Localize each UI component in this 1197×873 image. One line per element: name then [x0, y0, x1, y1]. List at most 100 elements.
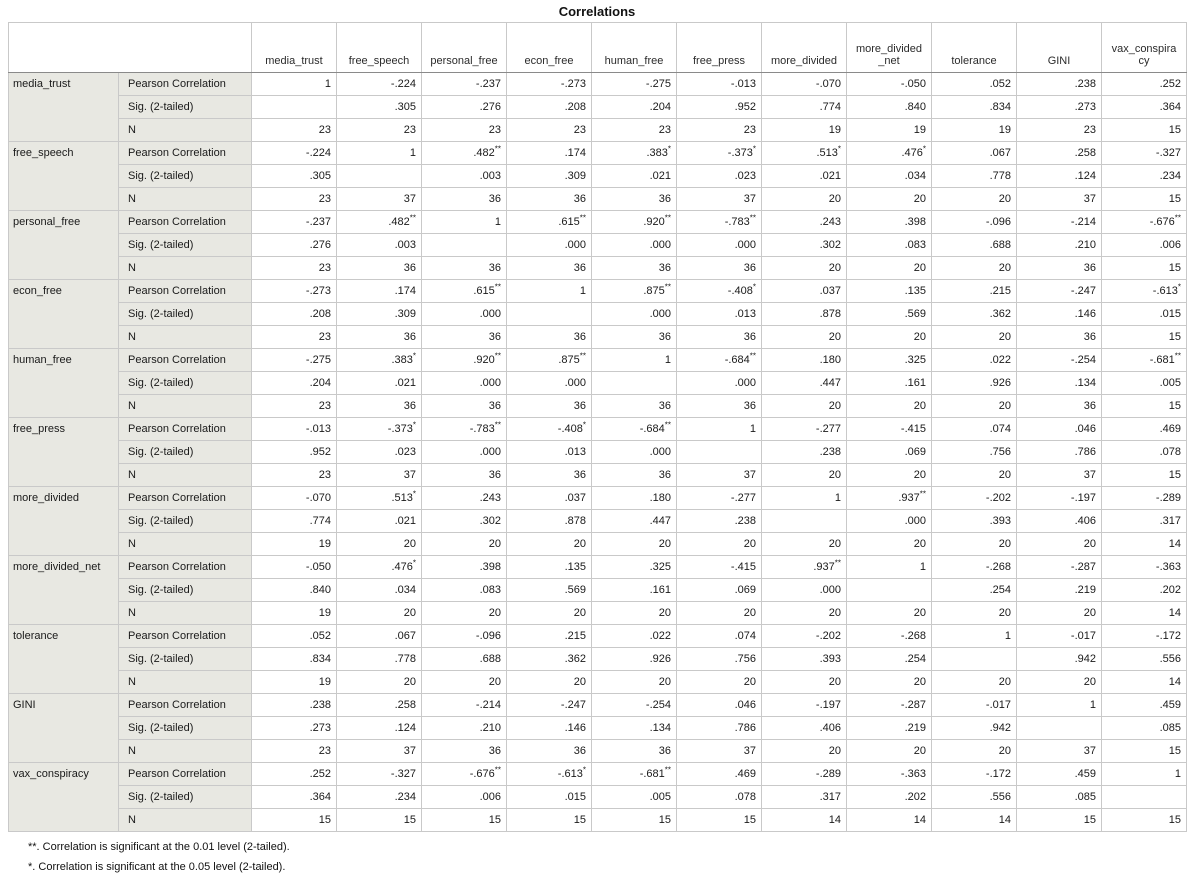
- significance-marker: **: [1174, 351, 1181, 361]
- pearson-correlation-cell: -.214: [421, 693, 507, 717]
- pearson-correlation-cell: -.268: [846, 624, 932, 648]
- pearson-correlation-cell: -.327: [336, 762, 422, 786]
- stat-label-n: N: [118, 118, 252, 142]
- pearson-correlation-cell: .476*: [846, 141, 932, 165]
- significance-marker: **: [664, 282, 671, 292]
- pearson-correlation-cell: -.373*: [336, 417, 422, 441]
- n-cell: 23: [251, 187, 337, 211]
- pearson-correlation-cell: -.783**: [421, 417, 507, 441]
- sig-2-tailed-cell: .942: [931, 716, 1017, 740]
- n-cell: 20: [676, 670, 762, 694]
- n-cell: 20: [1016, 532, 1102, 556]
- footnote-001-level: **. Correlation is significant at the 0.…: [28, 841, 290, 853]
- column-header-vax_conspiracy: vax_conspira cy: [1101, 22, 1187, 73]
- sig-2-tailed-cell: .364: [251, 785, 337, 809]
- pearson-correlation-cell: -.287: [1016, 555, 1102, 579]
- pearson-correlation-cell: .074: [931, 417, 1017, 441]
- n-cell: 20: [336, 532, 422, 556]
- table-row: Sig. (2-tailed) .840.034.083.569.161.069.…: [9, 578, 1187, 602]
- n-cell: 23: [251, 463, 337, 487]
- table-title: Correlations: [558, 4, 636, 19]
- sig-2-tailed-cell: .276: [421, 95, 507, 119]
- n-cell: 36: [591, 187, 677, 211]
- pearson-correlation-cell: .875**: [506, 348, 592, 372]
- n-cell: 20: [846, 187, 932, 211]
- n-cell: 20: [761, 325, 847, 349]
- significance-marker: **: [749, 351, 756, 361]
- sig-2-tailed-cell: .238: [676, 509, 762, 533]
- n-cell: 37: [1016, 739, 1102, 763]
- n-cell: 20: [1016, 601, 1102, 625]
- sig-2-tailed-cell: .210: [1016, 233, 1102, 257]
- stat-label-pearson-correlation: Pearson Correlation: [118, 417, 252, 441]
- n-cell: 36: [421, 394, 507, 418]
- pearson-correlation-cell: -.681**: [1101, 348, 1187, 372]
- n-cell: 14: [1101, 670, 1187, 694]
- pearson-correlation-cell: .482**: [421, 141, 507, 165]
- pearson-correlation-cell: -.197: [1016, 486, 1102, 510]
- pearson-correlation-cell: -.070: [251, 486, 337, 510]
- n-cell: 15: [336, 808, 422, 832]
- sig-2-tailed-cell: .015: [506, 785, 592, 809]
- sig-2-tailed-cell: .317: [761, 785, 847, 809]
- n-cell: 20: [846, 601, 932, 625]
- stat-label-n: N: [118, 808, 252, 832]
- sig-2-tailed-cell: .276: [251, 233, 337, 257]
- pearson-correlation-cell: .180: [761, 348, 847, 372]
- sig-2-tailed-cell: [1016, 716, 1102, 740]
- stat-label-n: N: [118, 532, 252, 556]
- sig-2-tailed-cell: .023: [676, 164, 762, 188]
- pearson-correlation-cell: 1: [1101, 762, 1187, 786]
- sig-2-tailed-cell: .778: [931, 164, 1017, 188]
- pearson-correlation-cell: .252: [251, 762, 337, 786]
- n-cell: 20: [931, 187, 1017, 211]
- table-row: Sig. (2-tailed) .273.124.210.146.134.786.…: [9, 716, 1187, 740]
- sig-2-tailed-cell: .083: [846, 233, 932, 257]
- significance-marker: **: [494, 144, 501, 154]
- n-cell: 36: [336, 256, 422, 280]
- n-cell: 14: [761, 808, 847, 832]
- sig-2-tailed-cell: [591, 371, 677, 395]
- sig-2-tailed-cell: .926: [591, 647, 677, 671]
- table-row: econ_free Pearson Correlation -.273.174.61…: [8, 279, 1187, 349]
- n-cell: 23: [676, 118, 762, 142]
- sig-2-tailed-cell: .878: [506, 509, 592, 533]
- n-cell: 36: [336, 394, 422, 418]
- table-row: Sig. (2-tailed) .305.276.208.204.952.774.…: [9, 95, 1187, 119]
- significance-marker: *: [582, 420, 586, 430]
- n-cell: 36: [591, 256, 677, 280]
- significance-marker: **: [579, 213, 586, 223]
- sig-2-tailed-cell: .878: [761, 302, 847, 326]
- pearson-correlation-cell: -.172: [1101, 624, 1187, 648]
- n-cell: 20: [931, 463, 1017, 487]
- n-cell: 20: [761, 187, 847, 211]
- sig-2-tailed-cell: .021: [336, 371, 422, 395]
- sig-2-tailed-cell: .317: [1101, 509, 1187, 533]
- column-header-GINI: GINI: [1016, 22, 1102, 73]
- sig-2-tailed-cell: .202: [1101, 578, 1187, 602]
- sig-2-tailed-cell: .406: [1016, 509, 1102, 533]
- table-row: Sig. (2-tailed) .204.021.000.000.000.447.…: [9, 371, 1187, 395]
- significance-marker: *: [752, 282, 756, 292]
- pearson-correlation-cell: -.327: [1101, 141, 1187, 165]
- n-cell: 20: [336, 670, 422, 694]
- sig-2-tailed-cell: .756: [676, 647, 762, 671]
- stat-label-sig-2-tailed: Sig. (2-tailed): [118, 578, 252, 602]
- pearson-correlation-cell: .243: [761, 210, 847, 234]
- n-cell: 37: [676, 739, 762, 763]
- sig-2-tailed-cell: .146: [506, 716, 592, 740]
- pearson-correlation-cell: -.013: [251, 417, 337, 441]
- pearson-correlation-cell: -.070: [761, 72, 847, 96]
- row-variable-label: human_free: [8, 348, 119, 418]
- pearson-correlation-cell: -.684**: [676, 348, 762, 372]
- pearson-correlation-cell: .037: [761, 279, 847, 303]
- pearson-correlation-cell: -.224: [336, 72, 422, 96]
- n-cell: 36: [336, 325, 422, 349]
- sig-2-tailed-cell: .362: [506, 647, 592, 671]
- n-cell: 36: [1016, 325, 1102, 349]
- table-row: Sig. (2-tailed) .305.003.309.021.023.021.…: [9, 164, 1187, 188]
- sig-2-tailed-cell: .021: [761, 164, 847, 188]
- pearson-correlation-cell: -.373*: [676, 141, 762, 165]
- column-header-free_press: free_press: [676, 22, 762, 73]
- table-row: N 15 15 15 15 15 15 14 14 14 15 15: [9, 808, 1187, 832]
